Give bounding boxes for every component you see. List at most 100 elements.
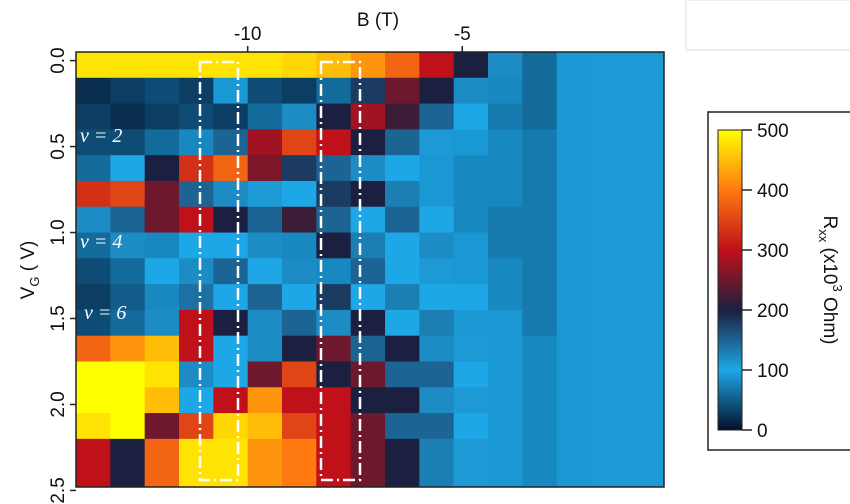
- heatmap-cell: [419, 387, 455, 414]
- heatmap-cell: [247, 155, 283, 182]
- heatmap-cell: [76, 180, 111, 208]
- heatmap-cell: [488, 52, 523, 79]
- heatmap-cell: [110, 335, 146, 362]
- heatmap-cell: [350, 52, 386, 79]
- heatmap-cell: [453, 438, 489, 488]
- heatmap-cell: [591, 387, 665, 414]
- heatmap-cell: [282, 129, 317, 156]
- heatmap-cell: [247, 413, 283, 440]
- heatmap-cell: [591, 52, 665, 79]
- heatmap-cell: [282, 103, 317, 130]
- y-tick-label: 1.0: [48, 219, 69, 245]
- heatmap-cell: [179, 413, 214, 440]
- heatmap-cell: [247, 258, 283, 285]
- heatmap-cell: [385, 232, 420, 259]
- heatmap-cell: [419, 129, 455, 156]
- heatmap-cell: [419, 258, 455, 285]
- heatmap-cell: [419, 103, 455, 130]
- heatmap-cell: [282, 309, 317, 337]
- heatmap-cell: [591, 129, 665, 156]
- heatmap-cell: [247, 284, 283, 311]
- heatmap-cell: [110, 180, 146, 208]
- heatmap-cell: [419, 438, 455, 488]
- heatmap-cell: [385, 129, 420, 156]
- heatmap-cell: [385, 77, 420, 105]
- heatmap-cell: [247, 335, 283, 362]
- heatmap-cell: [488, 387, 523, 414]
- heatmap-cell: [247, 387, 283, 414]
- heatmap-cell: [282, 361, 317, 388]
- heatmap-cell: [282, 180, 317, 208]
- heatmap-cell: [282, 387, 317, 414]
- heatmap-cell: [488, 258, 523, 285]
- heatmap-cell: [213, 335, 249, 362]
- heatmap-cell: [179, 155, 214, 182]
- y-tick-label: 1.5: [48, 305, 69, 331]
- heatmap-cell: [453, 206, 489, 234]
- heatmap-cell: [179, 335, 214, 362]
- heatmap-cell: [179, 129, 214, 156]
- heatmap-cell: [385, 155, 420, 182]
- heatmap-cell: [522, 438, 558, 488]
- heatmap-cell: [419, 155, 455, 182]
- heatmap-cell: [522, 103, 558, 130]
- cb-label-main: R: [819, 216, 840, 230]
- heatmap-cell: [110, 413, 146, 440]
- heatmap-cell: [179, 52, 214, 79]
- heatmap-cell: [350, 309, 386, 337]
- heatmap-cell: [213, 155, 249, 182]
- heatmap-cell: [556, 77, 592, 105]
- heatmap-cell: [453, 335, 489, 362]
- heatmap-cell: [350, 387, 386, 414]
- heatmap-cell: [556, 387, 592, 414]
- heatmap-cell: [488, 284, 523, 311]
- heatmap-cell: [556, 180, 592, 208]
- heatmap-cell: [247, 103, 283, 130]
- heatmap-cell: [76, 309, 111, 337]
- cb-label-mid: (x10: [819, 242, 840, 284]
- heatmap-cell: [488, 335, 523, 362]
- heatmap-cell: [453, 387, 489, 414]
- heatmap-cell: [144, 232, 180, 259]
- heatmap-cell: [110, 438, 146, 488]
- heatmap-cell: [213, 284, 249, 311]
- heatmap-cell: [522, 284, 558, 311]
- y-tick-label: 2.5: [48, 477, 69, 503]
- heatmap-cell: [282, 232, 317, 259]
- plot-frame: [75, 51, 665, 488]
- heatmap-cell: [488, 180, 523, 208]
- heatmap-cell: [144, 413, 180, 440]
- heatmap-cell: [110, 206, 146, 234]
- heatmap-cell: [419, 77, 455, 105]
- heatmap-cell: [350, 206, 386, 234]
- heatmap-cell: [282, 284, 317, 311]
- cb-label-end: Ohm): [819, 292, 840, 345]
- heatmap-cell: [556, 413, 592, 440]
- heatmap-cell: [419, 335, 455, 362]
- heatmap-cell: [76, 438, 111, 488]
- heatmap-cell: [522, 309, 558, 337]
- heatmap-cell: [282, 258, 317, 285]
- heatmap-cell: [76, 129, 111, 156]
- heatmap-cell: [591, 232, 665, 259]
- heatmap-cell: [591, 103, 665, 130]
- heatmap-cell: [213, 180, 249, 208]
- heatmap-cell: [213, 413, 249, 440]
- heatmap-cell: [522, 155, 558, 182]
- heatmap-cell: [247, 206, 283, 234]
- y-axis-label: VG ( V): [18, 241, 42, 300]
- heatmap-cell: [453, 309, 489, 337]
- heatmap-cell: [522, 258, 558, 285]
- heatmap-cell: [419, 52, 455, 79]
- heatmap-cell: [556, 155, 592, 182]
- heatmap-cell: [144, 155, 180, 182]
- heatmap-cell: [488, 309, 523, 337]
- heatmap-cell: [591, 335, 665, 362]
- heatmap-cell: [522, 335, 558, 362]
- heatmap-cell: [76, 155, 111, 182]
- heatmap-cell: [144, 180, 180, 208]
- heatmap-cell: [488, 155, 523, 182]
- heatmap-cell: [350, 180, 386, 208]
- colorbar-tick-label: 100: [757, 361, 789, 382]
